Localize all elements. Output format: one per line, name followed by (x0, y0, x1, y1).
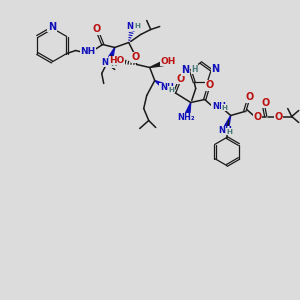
Text: O: O (254, 112, 262, 122)
Polygon shape (109, 47, 115, 58)
Text: N: N (48, 22, 56, 32)
Text: H: H (191, 64, 197, 74)
Text: NH: NH (101, 58, 115, 67)
Text: NH: NH (126, 22, 140, 31)
Text: H: H (169, 86, 175, 92)
Polygon shape (186, 103, 191, 114)
Text: O: O (274, 112, 283, 122)
Text: H: H (110, 59, 117, 68)
Polygon shape (150, 61, 164, 68)
Polygon shape (225, 116, 231, 127)
Text: O: O (246, 92, 254, 103)
Text: O: O (262, 98, 270, 107)
Text: H: H (222, 104, 228, 110)
Text: NH: NH (212, 102, 226, 111)
Text: NH₂: NH₂ (177, 113, 194, 122)
Text: OH: OH (160, 57, 176, 66)
Text: O: O (93, 25, 101, 34)
Text: O: O (206, 80, 214, 91)
Text: H: H (135, 22, 141, 28)
Text: O: O (177, 74, 185, 83)
Text: NH: NH (218, 126, 232, 135)
Polygon shape (155, 80, 164, 87)
Text: N: N (181, 65, 189, 75)
Text: NH: NH (160, 83, 174, 92)
Text: H: H (227, 128, 233, 134)
Text: NH: NH (80, 47, 95, 56)
Text: HO: HO (109, 56, 124, 65)
Text: O: O (132, 52, 140, 62)
Text: N: N (211, 64, 219, 74)
